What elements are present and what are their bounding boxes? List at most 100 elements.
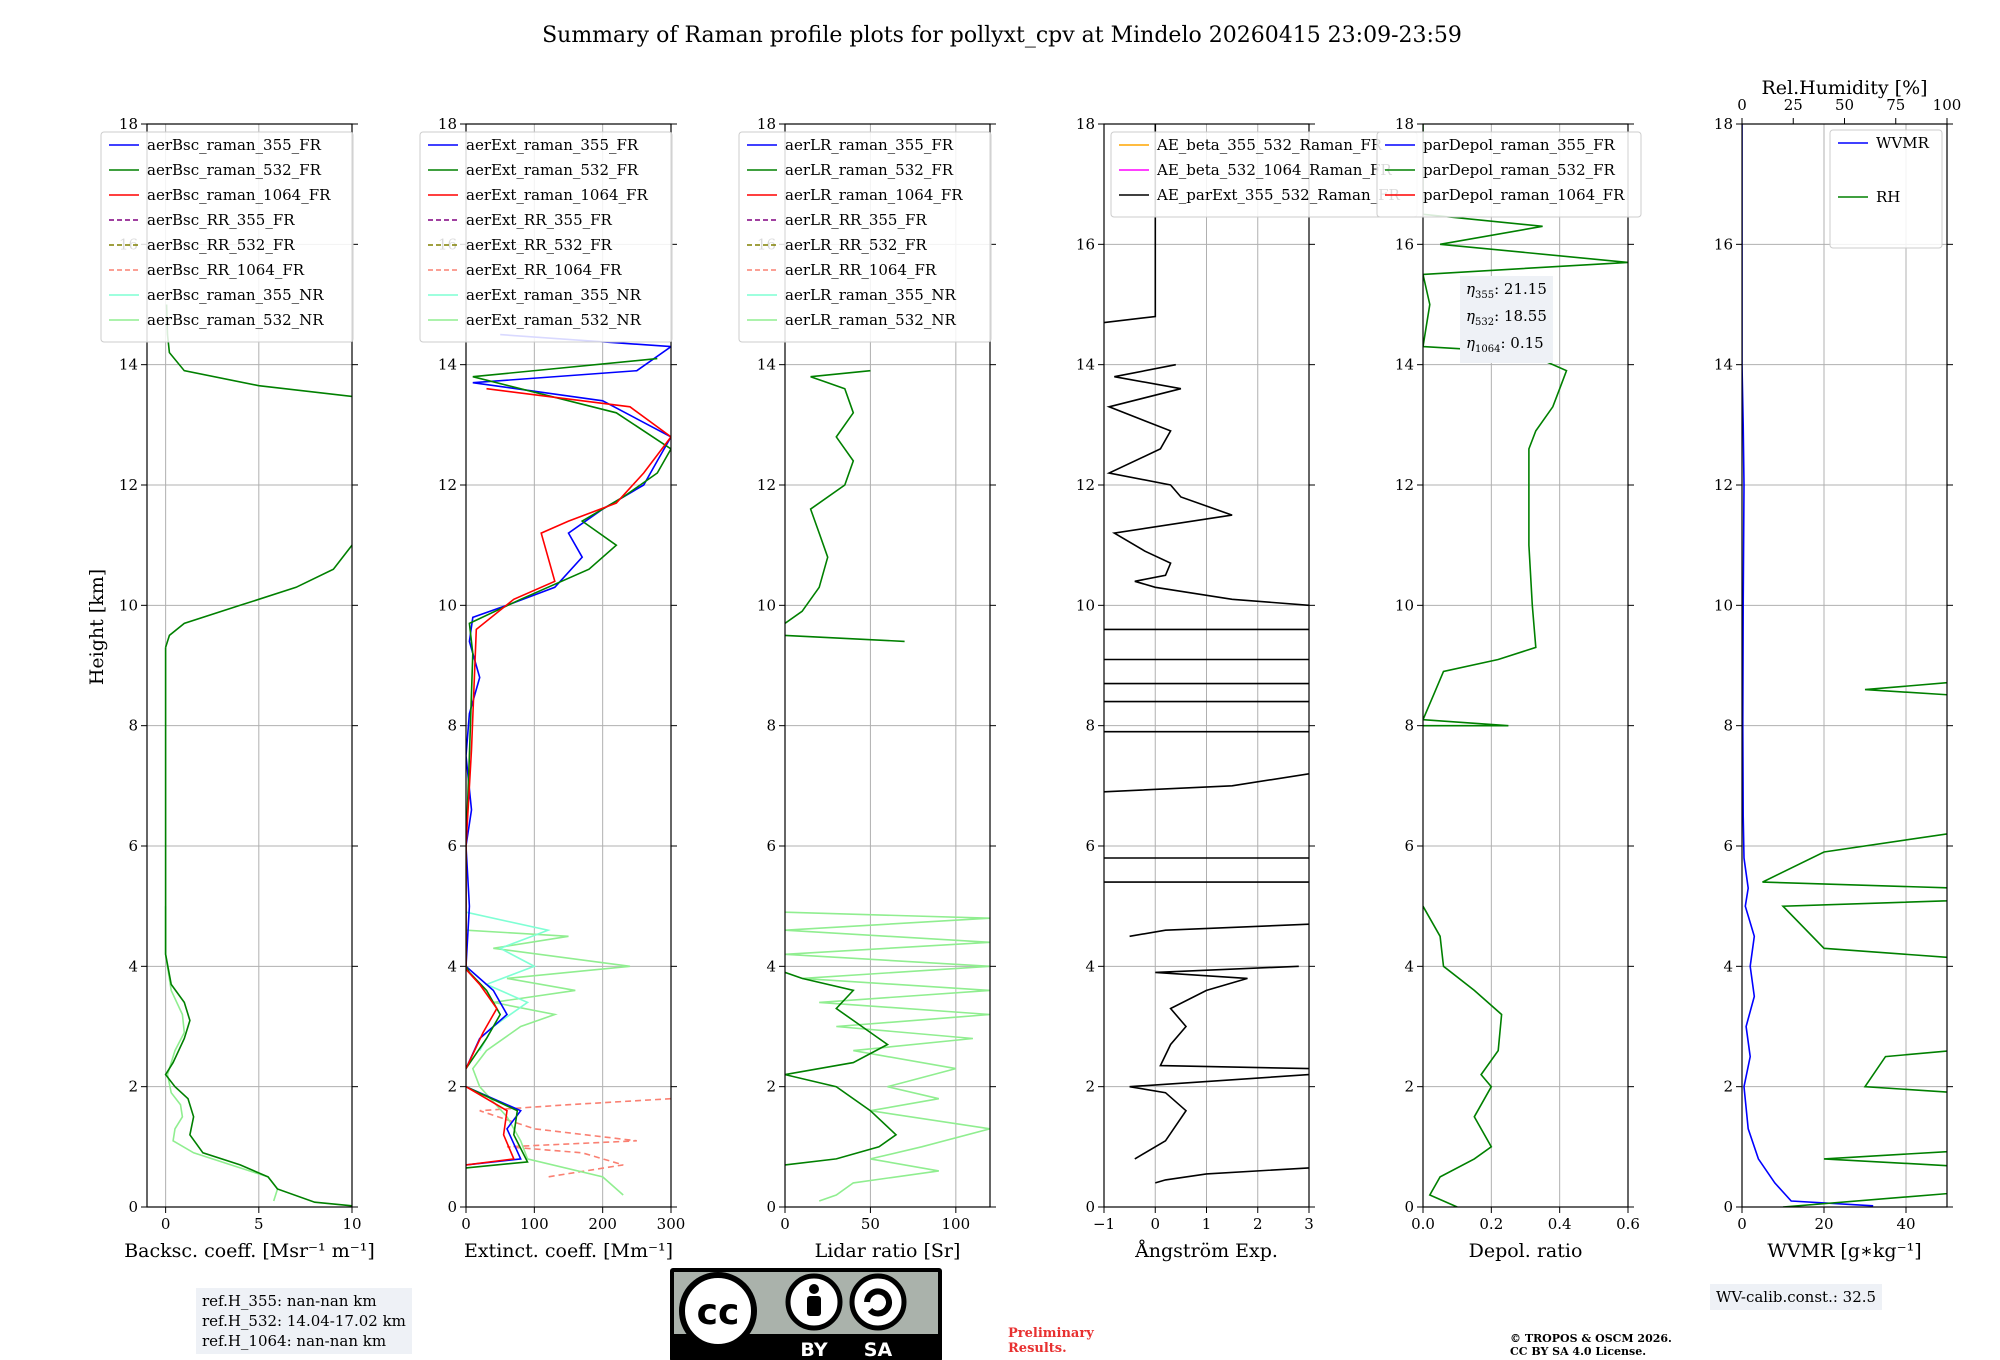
legend-label-aerBsc_raman_355_NR: aerBsc_raman_355_NR	[147, 286, 324, 304]
legend-label-aerLR_raman_1064_FR: aerLR_raman_1064_FR	[785, 186, 963, 204]
series-line-aerBsc_raman_532_NR	[164, 906, 279, 1202]
y-tick-label: 4	[447, 957, 457, 975]
legend: aerExt_raman_355_FR aerExt_raman_532_FRae…	[419, 131, 673, 343]
y-tick-label: 14	[757, 356, 776, 374]
preliminary-note: Preliminary Results.	[1008, 1326, 1094, 1356]
series-line-AE_parExt_355_532_Raman_FR_d	[1129, 923, 1309, 938]
x-tick-label: 0.4	[1548, 1215, 1572, 1233]
series-line-aerBsc_raman_532_FR_c	[164, 647, 352, 1207]
x-tick-label: 0.6	[1616, 1215, 1640, 1233]
y-tick-label: 12	[1076, 476, 1095, 494]
y-tick-label: 12	[1395, 476, 1414, 494]
legend-label-aerLR_RR_1064_FR: aerLR_RR_1064_FR	[785, 261, 937, 279]
legend-label-aerBsc_RR_532_FR: aerBsc_RR_532_FR	[147, 236, 295, 254]
legend-label-parDepol_raman_355_FR: parDepol_raman_355_FR	[1423, 136, 1616, 154]
legend: aerLR_raman_355_FR aerLR_raman_532_FR aerL…	[738, 131, 992, 343]
series-group	[164, 304, 352, 1207]
series-group	[1423, 124, 1628, 1207]
eta-box: η355: 21.15 η532: 18.55 η1064: 0.15	[1460, 276, 1553, 363]
series-line-parDepol_raman_532_FR	[1423, 905, 1503, 1207]
x-tick-label: 1	[1202, 1215, 1212, 1233]
y-tick-label: 14	[119, 356, 138, 374]
y-tick-label: 6	[447, 837, 457, 855]
legend-label-aerLR_raman_355_NR: aerLR_raman_355_NR	[785, 286, 956, 304]
y-tick-label: 16	[1076, 235, 1095, 253]
series-group	[466, 333, 671, 1196]
x2-axis-label: Rel.Humidity [%]	[1761, 77, 1927, 99]
legend-label-aerExt_raman_1064_FR: aerExt_raman_1064_FR	[466, 186, 648, 204]
x2-tick-label: 75	[1886, 96, 1905, 114]
y-tick-label: 0	[447, 1198, 457, 1216]
x-tick-label: 0.0	[1411, 1215, 1435, 1233]
y-tick-label: 0	[1085, 1198, 1095, 1216]
copyright-line-2: CC BY SA 4.0 License.	[1510, 1345, 1647, 1358]
y-tick-label: 14	[1395, 356, 1414, 374]
x-tick-label: 5	[254, 1215, 264, 1233]
copyright-note: © TROPOS & OSCM 2026. CC BY SA 4.0 Licen…	[1510, 1332, 1672, 1358]
wv-calib-box: WV-calib.const.: 32.5	[1710, 1284, 1883, 1310]
legend-frame	[419, 131, 673, 343]
x-tick-label: 3	[1304, 1215, 1314, 1233]
y-tick-label: 6	[1085, 837, 1095, 855]
y-axis-label: Height [km]	[86, 569, 108, 685]
y-tick-label: 10	[1076, 596, 1095, 614]
series-group	[1742, 124, 1947, 1207]
y-tick-label: 6	[766, 837, 776, 855]
x-tick-label: 50	[861, 1215, 880, 1233]
legend-label-aerExt_RR_1064_FR: aerExt_RR_1064_FR	[466, 261, 622, 279]
series-line-aerLR_raman_532_FR	[785, 971, 898, 1166]
y-tick-label: 18	[1395, 115, 1414, 133]
reference-height-box: ref.H_355: nan-nan km ref.H_532: 14.04-1…	[196, 1288, 412, 1354]
legend-label-aerExt_raman_355_FR: aerExt_raman_355_FR	[466, 136, 639, 154]
y-tick-label: 0	[128, 1198, 138, 1216]
y-tick-label: 10	[1714, 596, 1733, 614]
y-tick-label: 8	[1723, 717, 1733, 735]
y-tick-label: 4	[1404, 957, 1414, 975]
axes-frame	[1741, 123, 1948, 1208]
legend-label-WVMR: WVMR	[1876, 134, 1930, 152]
series-line-aerExt_raman_1064_FR	[466, 387, 671, 1069]
panel-3: 024681012141618050100Lidar ratio [Sr]aer…	[738, 115, 996, 1262]
legend-label-aerExt_raman_532_NR: aerExt_raman_532_NR	[466, 311, 642, 329]
y-tick-label: 2	[1085, 1078, 1095, 1096]
y-tick-label: 2	[128, 1078, 138, 1096]
y-tick-label: 2	[766, 1078, 776, 1096]
panel-5: 0 2 4 6 8 10 12 14 16 18 0.0 0.2 0.4 0.6 Depol. ratio p…	[1376, 115, 1642, 1262]
cc-license-badge: cc BY SA	[670, 1268, 942, 1360]
legend: aerBsc_raman_355_FR aerBsc_raman_532_FRae…	[100, 131, 354, 343]
x-axis-label: Backsc. coeff. [Msr⁻¹ m⁻¹]	[124, 1240, 375, 1262]
y-tick-label: 0	[1404, 1198, 1414, 1216]
y-tick-label: 12	[438, 476, 457, 494]
legend-label-aerBsc_RR_1064_FR: aerBsc_RR_1064_FR	[147, 261, 305, 279]
y-tick-label: 8	[766, 717, 776, 735]
legend-label-AE_parExt_355_532_Raman_FR: AE_parExt_355_532_Raman_FR	[1156, 186, 1401, 204]
x-tick-label: 10	[342, 1215, 361, 1233]
legend-label-aerExt_RR_355_FR: aerExt_RR_355_FR	[466, 211, 613, 229]
legend-label-aerBsc_raman_355_FR: aerBsc_raman_355_FR	[147, 136, 322, 154]
y-tick-label: 16	[1714, 235, 1733, 253]
eta-1064: η1064: 0.15	[1466, 334, 1544, 355]
axes-frame	[465, 123, 672, 1208]
legend-label-aerBsc_raman_1064_FR: aerBsc_raman_1064_FR	[147, 186, 331, 204]
y-tick-label: 4	[1723, 957, 1733, 975]
y-tick-label: 0	[1723, 1198, 1733, 1216]
y-tick-label: 18	[1076, 115, 1095, 133]
series-line-aerLR_raman_532_NR	[785, 911, 990, 1202]
y-tick-label: 2	[1404, 1078, 1414, 1096]
y-tick-label: 18	[757, 115, 776, 133]
x-tick-label: 200	[588, 1215, 617, 1233]
legend-label-aerExt_raman_355_NR: aerExt_raman_355_NR	[466, 286, 642, 304]
series-group	[785, 369, 990, 1202]
x-tick-label: 300	[657, 1215, 686, 1233]
legend-label-aerLR_RR_532_FR: aerLR_RR_532_FR	[785, 236, 927, 254]
series-line-aerExt_raman_532_FR	[466, 357, 671, 1070]
figure-title: Summary of Raman profile plots for polly…	[542, 23, 1462, 48]
y-tick-label: 6	[1723, 837, 1733, 855]
copyright-line-1: © TROPOS & OSCM 2026.	[1510, 1332, 1672, 1345]
x-tick-label: 100	[520, 1215, 549, 1233]
x-axis-label: Lidar ratio [Sr]	[815, 1240, 961, 1262]
sa-icon	[849, 1273, 907, 1331]
series-line-AE_parExt_355_532_Raman_FR_b	[1129, 1073, 1309, 1160]
by-label: BY	[800, 1339, 827, 1360]
x-tick-label: 40	[1896, 1215, 1915, 1233]
